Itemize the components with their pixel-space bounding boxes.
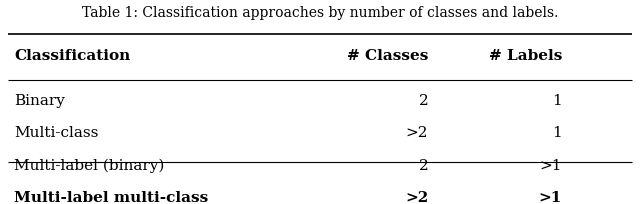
Text: 2: 2	[419, 158, 428, 172]
Text: Multi-label (binary): Multi-label (binary)	[14, 158, 164, 172]
Text: Binary: Binary	[14, 94, 65, 108]
Text: >2: >2	[405, 190, 428, 204]
Text: Multi-label multi-class: Multi-label multi-class	[14, 190, 209, 204]
Text: Multi-class: Multi-class	[14, 126, 99, 140]
Text: >1: >1	[540, 158, 562, 172]
Text: >1: >1	[539, 190, 562, 204]
Text: >2: >2	[406, 126, 428, 140]
Text: Classification: Classification	[14, 49, 131, 63]
Text: # Labels: # Labels	[489, 49, 562, 63]
Text: 1: 1	[552, 126, 562, 140]
Text: 2: 2	[419, 94, 428, 108]
Text: Table 1: Classification approaches by number of classes and labels.: Table 1: Classification approaches by nu…	[82, 6, 558, 20]
Text: 1: 1	[552, 94, 562, 108]
Text: # Classes: # Classes	[347, 49, 428, 63]
